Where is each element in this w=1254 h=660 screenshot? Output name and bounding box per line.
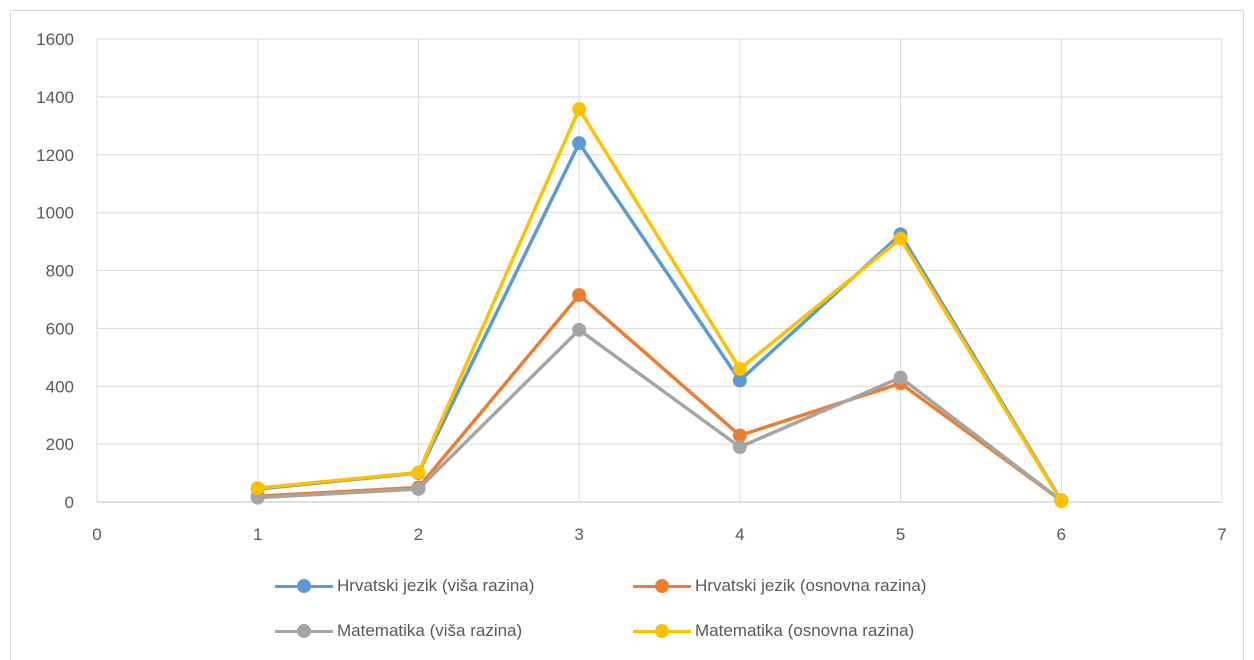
series-layer: [250, 102, 1069, 509]
y-tick-label: 600: [46, 319, 74, 338]
x-tick-label: 4: [735, 525, 744, 544]
data-point[interactable]: [893, 231, 908, 246]
x-tick-label: 5: [896, 525, 905, 544]
y-tick-label: 200: [46, 435, 74, 454]
legend-item-series-1[interactable]: Hrvatski jezik (viša razina): [275, 576, 534, 596]
x-tick-label: 7: [1217, 525, 1226, 544]
data-point[interactable]: [572, 136, 587, 151]
series-line: [257, 293, 1063, 502]
series-4: [250, 102, 1069, 509]
y-tick-label: 1600: [36, 30, 74, 49]
legend-swatch: [275, 622, 333, 640]
x-tick-label: 3: [574, 525, 583, 544]
y-axis-tick-labels: 0 200 400 600 800 1000 1200 1400 1600: [36, 30, 74, 512]
data-point[interactable]: [732, 440, 747, 455]
x-tick-label: 0: [92, 525, 101, 544]
series-line: [257, 141, 1063, 502]
data-point[interactable]: [732, 428, 747, 443]
gridlines: [96, 38, 1223, 503]
data-point[interactable]: [572, 322, 587, 337]
y-tick-label: 1200: [36, 146, 74, 165]
data-point[interactable]: [411, 481, 426, 496]
series-1: [250, 136, 1069, 508]
x-tick-label: 6: [1057, 525, 1066, 544]
legend-swatch: [275, 577, 333, 595]
data-point[interactable]: [411, 465, 426, 480]
data-point[interactable]: [250, 481, 265, 496]
legend-item-series-3[interactable]: Matematika (viša razina): [275, 621, 522, 641]
data-point[interactable]: [1054, 494, 1069, 509]
legend-item-series-2[interactable]: Hrvatski jezik (osnovna razina): [633, 576, 926, 596]
chart-frame: [10, 10, 1244, 660]
data-point[interactable]: [732, 361, 747, 376]
data-point[interactable]: [893, 370, 908, 385]
legend-item-series-4[interactable]: Matematika (osnovna razina): [633, 621, 914, 641]
x-axis-tick-labels: 0 1 2 3 4 5 6 7: [92, 525, 1226, 544]
legend-swatch: [633, 577, 691, 595]
data-point[interactable]: [572, 102, 587, 117]
x-tick-label: 2: [414, 525, 423, 544]
series-line: [257, 328, 1063, 502]
y-tick-label: 400: [46, 377, 74, 396]
y-tick-label: 800: [46, 262, 74, 281]
data-point[interactable]: [572, 288, 587, 303]
series-2: [250, 288, 1069, 508]
data-point[interactable]: [732, 373, 747, 388]
series-line: [257, 107, 1063, 503]
x-tick-label: 1: [253, 525, 262, 544]
y-tick-label: 0: [65, 493, 74, 512]
legend-swatch: [633, 622, 691, 640]
legend-label: Hrvatski jezik (viša razina): [337, 576, 535, 595]
y-tick-label: 1000: [36, 204, 74, 223]
legend-label: Matematika (viša razina): [337, 621, 523, 640]
legend-label: Hrvatski jezik (osnovna razina): [695, 576, 927, 595]
legend-label: Matematika (osnovna razina): [695, 621, 915, 640]
y-tick-label: 1400: [36, 88, 74, 107]
